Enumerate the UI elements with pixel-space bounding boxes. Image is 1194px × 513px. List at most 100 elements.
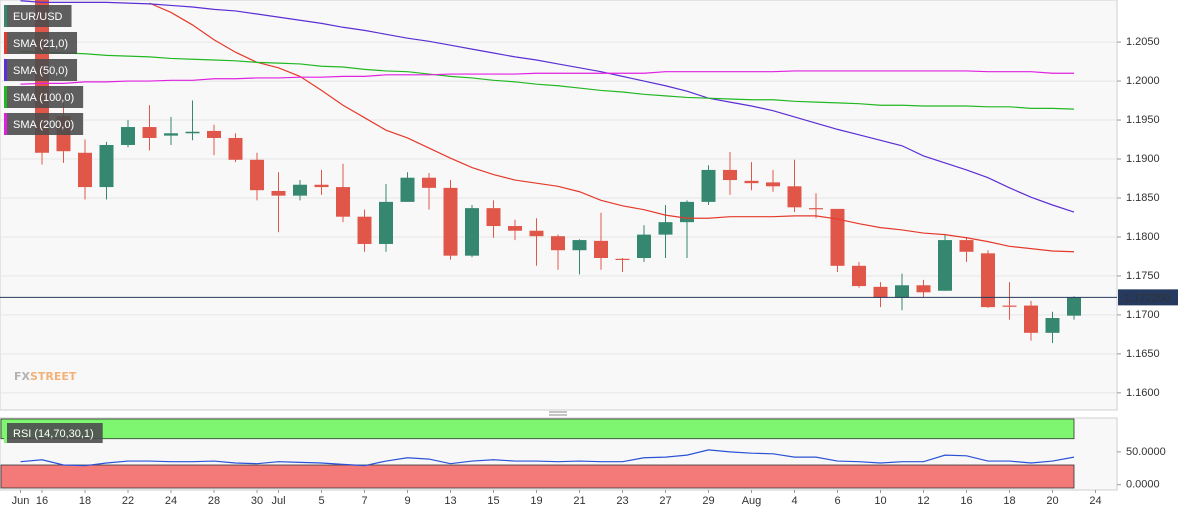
candle-body — [443, 187, 458, 256]
watermark: FXSTREET — [14, 370, 77, 383]
x-tick-label: 23 — [616, 495, 628, 507]
legend-box — [4, 59, 78, 81]
candle-body — [895, 285, 909, 298]
legend-label: SMA (100,0) — [13, 92, 74, 104]
candle-body — [271, 190, 286, 196]
x-tick-label: 7 — [361, 495, 367, 507]
x-tick-label: 24 — [1089, 495, 1101, 507]
x-tick-label: 15 — [487, 495, 499, 507]
legend-label: SMA (21,0) — [13, 38, 68, 50]
y-tick-label: 1.1700 — [1126, 309, 1160, 321]
legend-swatch — [4, 59, 7, 81]
candle-body — [680, 201, 694, 223]
candle-body — [357, 216, 372, 244]
legend-box — [4, 5, 72, 27]
candle-body — [830, 208, 845, 266]
candle-body — [916, 285, 931, 293]
x-tick-label: 21 — [573, 495, 585, 507]
candle-body — [228, 137, 243, 160]
watermark-part: FX — [14, 370, 31, 383]
legend-label: RSI (14,70,30,1) — [13, 428, 94, 440]
y-tick-label: 1.1950 — [1126, 114, 1160, 126]
x-tick-label: Jun — [12, 495, 30, 507]
candle-body — [121, 127, 135, 145]
x-tick-label: 20 — [1046, 495, 1058, 507]
x-tick-label: Jul — [271, 495, 285, 507]
x-tick-label: 13 — [444, 495, 456, 507]
candle-body — [465, 208, 479, 256]
candle-body — [637, 234, 651, 259]
rsi-line — [20, 449, 1075, 467]
candle-body — [508, 226, 522, 231]
candle-body — [959, 240, 974, 252]
x-tick-label: 4 — [791, 495, 797, 507]
candle-body — [658, 222, 673, 235]
y-tick-label: 1.1750 — [1126, 270, 1160, 282]
legend-label: EUR/USD — [13, 11, 63, 23]
x-tick-label: 16 — [36, 495, 48, 507]
candle-body — [981, 253, 995, 308]
candle-body — [701, 169, 716, 202]
legend-swatch — [4, 86, 7, 108]
y-tick-label: 0.0000 — [1126, 479, 1160, 491]
candle-body — [99, 144, 114, 188]
sma-line — [20, 50, 1075, 110]
candle-body — [723, 169, 737, 181]
x-tick-label: 28 — [208, 495, 220, 507]
x-tick-label: 9 — [404, 495, 410, 507]
y-tick-label: 1.1900 — [1126, 153, 1160, 165]
candle-body — [809, 208, 823, 210]
legend-box — [4, 423, 103, 443]
y-tick-label: 1.1800 — [1126, 231, 1160, 243]
candle-body — [873, 286, 888, 298]
candle-body — [744, 180, 759, 184]
y-tick-label: 50.0000 — [1126, 446, 1166, 458]
x-tick-label: 16 — [960, 495, 972, 507]
rsi-zone — [0, 418, 1075, 440]
x-tick-label: 19 — [530, 495, 542, 507]
y-tick-label: 1.2050 — [1126, 36, 1160, 48]
sma-line — [149, 2, 1075, 253]
legend-swatch — [4, 423, 7, 443]
candle-body — [572, 240, 587, 251]
last-price-label: 1.172250 — [1124, 292, 1170, 304]
y-tick-label: 1.1850 — [1126, 192, 1160, 204]
candle-body — [1067, 297, 1081, 316]
legend-box — [4, 86, 84, 108]
candle-body — [551, 236, 565, 251]
x-tick-label: 29 — [702, 495, 714, 507]
candle-body — [615, 258, 630, 260]
legend-label: SMA (50,0) — [13, 65, 68, 77]
last-price-box — [1118, 289, 1178, 306]
x-tick-label: 10 — [874, 495, 886, 507]
candle-body — [938, 240, 952, 291]
candle-body — [379, 201, 393, 244]
candle-body — [142, 127, 157, 138]
candle-body — [314, 184, 329, 188]
candle-body — [336, 187, 350, 217]
candle-body — [250, 159, 264, 191]
legend-swatch — [4, 5, 7, 27]
candle-body — [400, 177, 415, 202]
x-tick-label: 12 — [917, 495, 929, 507]
candle-body — [1045, 318, 1060, 333]
legend-box — [4, 113, 84, 135]
legend-swatch — [4, 113, 7, 135]
candle-body — [766, 182, 780, 187]
price-panel — [0, 0, 1118, 411]
candle-body — [422, 177, 436, 188]
watermark-part: STREET — [30, 370, 77, 383]
candle-body — [164, 133, 178, 136]
candle-body — [486, 208, 501, 227]
legend-label: SMA (200,0) — [13, 119, 74, 131]
x-tick-label: 6 — [834, 495, 840, 507]
y-tick-label: 1.1650 — [1126, 348, 1160, 360]
y-tick-label: 1.1600 — [1126, 387, 1160, 399]
panel-divider — [549, 411, 567, 416]
candle-body — [185, 131, 200, 134]
candle-body — [78, 152, 92, 188]
candle-body — [594, 240, 608, 259]
x-tick-label: 22 — [122, 495, 134, 507]
candle-body — [293, 184, 307, 196]
